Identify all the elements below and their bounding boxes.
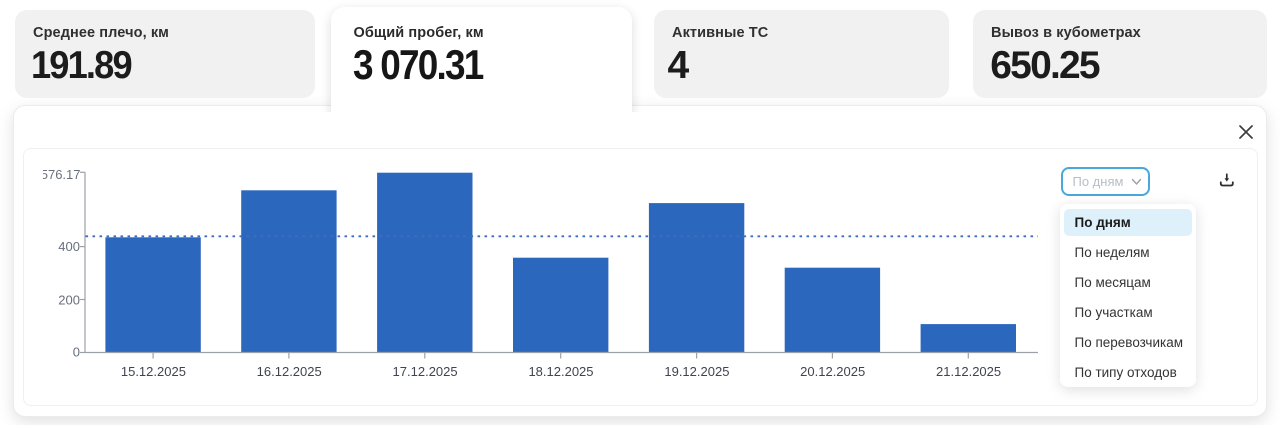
svg-text:16.12.2025: 16.12.2025	[257, 364, 322, 379]
svg-text:21.12.2025: 21.12.2025	[936, 364, 1001, 379]
svg-text:400: 400	[58, 239, 80, 254]
svg-text:15.12.2025: 15.12.2025	[121, 364, 186, 379]
svg-text:17.12.2025: 17.12.2025	[393, 364, 458, 379]
svg-text:0: 0	[73, 344, 80, 359]
svg-text:18.12.2025: 18.12.2025	[528, 364, 593, 379]
svg-text:19.12.2025: 19.12.2025	[664, 364, 729, 379]
svg-text:576.17: 576.17	[41, 167, 81, 182]
svg-text:200: 200	[58, 292, 80, 307]
svg-text:20.12.2025: 20.12.2025	[800, 364, 865, 379]
